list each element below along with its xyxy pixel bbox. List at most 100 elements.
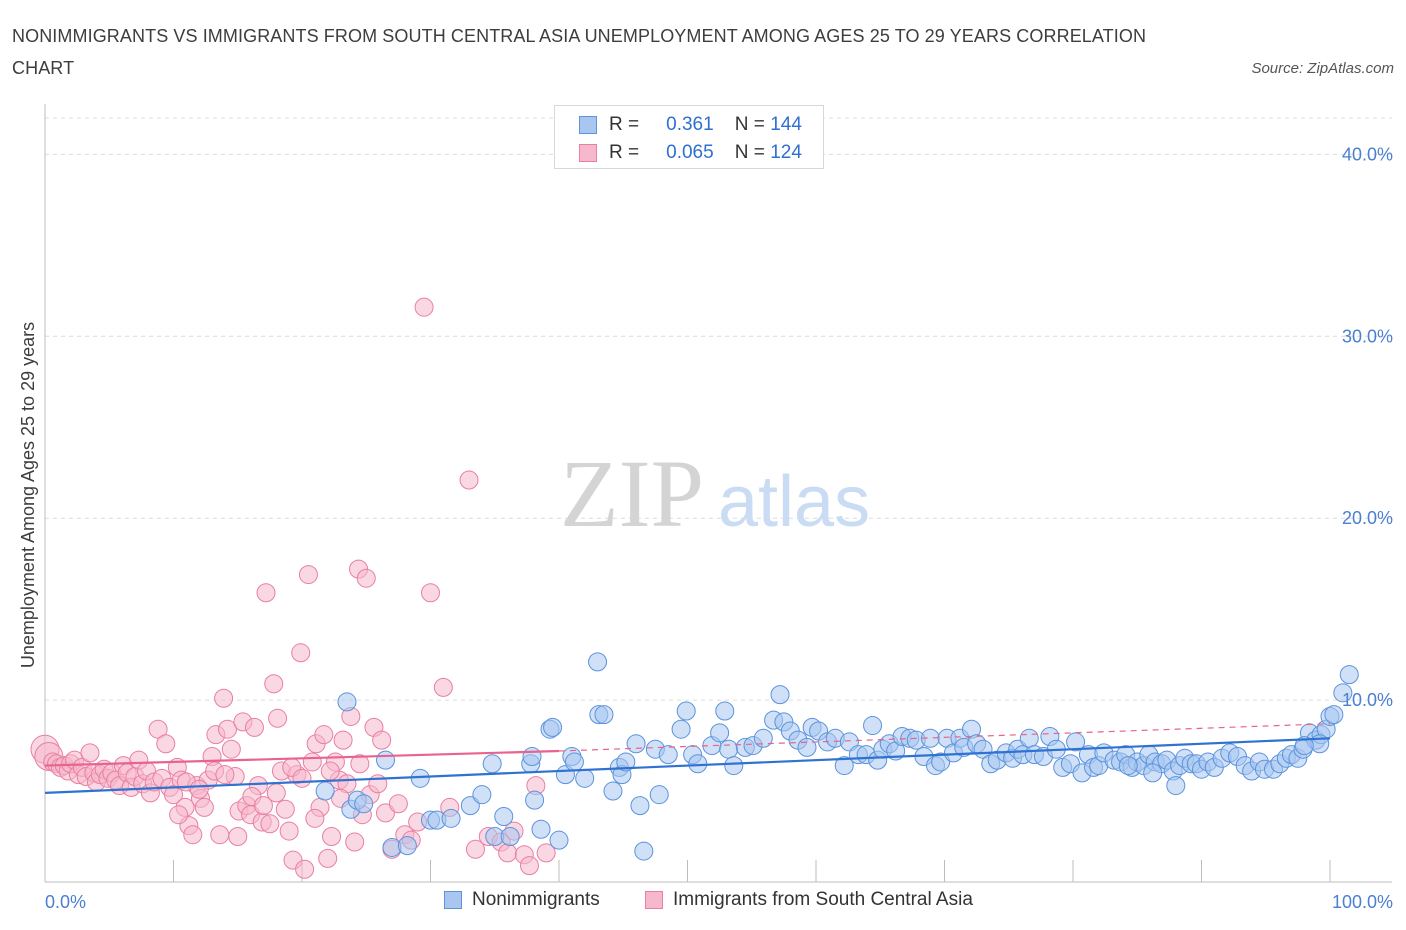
nonimmigrants-point [649,785,669,805]
immigrants-point [536,843,556,863]
nonimmigrants-point [1333,683,1353,703]
immigrants-point [350,754,370,774]
immigrants-point [298,565,318,585]
nonimmigrants-point [472,785,492,805]
immigrants-point [388,794,408,814]
immigrants-point [260,814,280,834]
immigrants-point [465,839,485,859]
nonimmigrants-point [482,754,502,774]
immigrants-point [256,583,276,603]
legend-n-label: N = [734,142,765,163]
immigrants-point [333,730,353,750]
nonimmigrants-point [549,830,569,850]
immigrants-point [322,827,342,847]
correlation-legend: R = 0.361 N = 144 R = 0.065 N = 124 [554,105,824,169]
nonimmigrants-point [588,652,608,672]
nonimmigrants-point [671,719,691,739]
legend-swatch-blue [444,891,462,909]
legend-r-label: R = [609,142,640,163]
y-tick-label: 10.0% [1342,690,1393,710]
immigrants-point [279,821,299,841]
nonimmigrants-point [676,701,696,721]
nonimmigrants-point [594,705,614,725]
nonimmigrants-trend [44,737,1331,794]
nonimmigrants-point [688,754,708,774]
legend-label-immigrants: Immigrants from South Central Asia [673,889,973,910]
immigrants-point [302,752,322,772]
immigrants-point [305,808,325,828]
chart-title: NONIMMIGRANTS VS IMMIGRANTS FROM SOUTH C… [12,26,1147,78]
nonimmigrants-point [376,750,396,770]
immigrants-point [314,725,334,745]
immigrants-point [498,843,518,863]
immigrants-point [295,859,315,879]
legend-r-value: 0.361 [666,114,714,135]
immigrants-point [345,832,365,852]
nonimmigrants-point [1019,728,1039,748]
series-legend: Nonimmigrants Immigrants from South Cent… [0,889,1406,915]
immigrants-point [268,708,288,728]
immigrants-point [320,761,340,781]
y-tick-label: 20.0% [1342,508,1393,528]
immigrants-point [169,805,189,825]
nonimmigrants-points [315,652,1359,861]
immigrants-point [214,688,234,708]
legend-swatch-blue [579,116,597,134]
nonimmigrants-point [1339,665,1359,685]
nonimmigrants-point [1294,736,1314,756]
watermark-atlas: atlas [718,462,870,542]
immigrants-point [183,825,203,845]
nonimmigrants-point [1118,756,1138,776]
nonimmigrants-point [630,796,650,816]
legend-label-nonimmigrants: Nonimmigrants [472,889,600,910]
y-tick-label: 30.0% [1342,326,1393,346]
nonimmigrants-point [315,781,335,801]
immigrants-point [244,717,264,737]
immigrants-point [376,803,396,823]
watermark: ZIP atlas [560,440,870,547]
nonimmigrants-point [603,781,623,801]
nonimmigrants-point [500,827,520,847]
legend-n-value: 144 [770,114,802,135]
nonimmigrants-point [753,728,773,748]
immigrants-point [459,470,479,490]
nonimmigrants-point [634,841,654,861]
immigrants-point [421,583,440,603]
nonimmigrants-point [931,752,951,772]
nonimmigrants-point [1066,732,1086,752]
immigrants-point [291,643,311,663]
nonimmigrants-point [1166,776,1186,796]
immigrants-point [194,797,214,817]
nonimmigrants-point [575,768,595,788]
legend-item-nonimmigrants[interactable]: Nonimmigrants [444,889,600,911]
nonimmigrants-point [354,794,374,814]
immigrants-point [266,783,286,803]
nonimmigrants-point [719,739,739,759]
immigrants-trend [44,749,560,767]
nonimmigrants-point [626,734,646,754]
nonimmigrants-point [797,737,817,757]
nonimmigrants-point [543,717,563,737]
immigrants-point [80,743,100,763]
nonimmigrants-point [337,692,357,712]
immigrants-point [215,765,235,785]
immigrants-point [253,796,273,816]
immigrants-point [189,779,209,799]
nonimmigrants-point [834,756,854,776]
nonimmigrants-point [525,790,545,810]
nonimmigrants-point [494,807,514,827]
trend-lines [44,723,1331,794]
nonimmigrants-point [863,716,883,736]
tick-labels: 10.0% 20.0% 30.0% 40.0% 0.0% 100.0% [45,144,1393,912]
legend-item-immigrants[interactable]: Immigrants from South Central Asia [645,889,973,911]
nonimmigrants-point [616,752,636,772]
y-tick-label: 40.0% [1342,144,1393,164]
immigrants-point [210,825,230,845]
legend-r-value: 0.065 [666,142,714,163]
nonimmigrants-point [522,746,542,766]
legend-row-immigrants: R = 0.065 N = 124 [579,141,802,165]
nonimmigrants-point [441,808,461,828]
legend-row-nonimmigrants: R = 0.361 N = 144 [579,113,802,137]
immigrants-point [292,768,312,788]
